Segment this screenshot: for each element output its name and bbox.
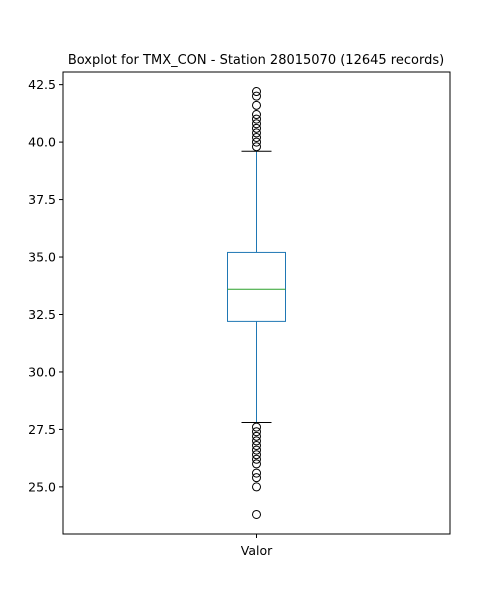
outlier-point <box>252 128 261 138</box>
y-tick-label: 32.5 <box>28 307 56 322</box>
outlier-point <box>252 87 261 97</box>
outlier-point <box>252 427 261 437</box>
y-axis: 25.0 27.5 30.0 32.5 35.0 37.5 40.0 42.5 <box>28 77 63 494</box>
chart-title: Boxplot for TMX_CON - Station 28015070 (… <box>68 53 444 68</box>
x-tick-label: Valor <box>241 543 273 558</box>
outlier-point <box>252 137 261 147</box>
outlier-point <box>252 114 261 124</box>
y-tick-label: 30.0 <box>28 364 56 379</box>
y-tick-label: 27.5 <box>28 422 56 437</box>
outlier-point <box>252 100 261 110</box>
outlier-point <box>252 445 261 455</box>
outlier-point <box>252 422 261 432</box>
outlier-point <box>252 436 261 446</box>
y-tick-label: 35.0 <box>28 250 56 265</box>
outlier-point <box>252 123 261 133</box>
outlier-point <box>252 450 261 460</box>
outlier-point <box>252 454 261 464</box>
outlier-point <box>252 119 261 129</box>
outlier-point <box>252 110 261 120</box>
box-series <box>227 150 286 424</box>
y-tick-label: 40.0 <box>28 135 56 150</box>
x-axis: Valor <box>241 534 273 558</box>
outlier-point <box>252 482 261 492</box>
iqr-box <box>227 251 286 322</box>
outlier-point <box>252 473 261 483</box>
outlier-point <box>252 459 261 469</box>
outlier-point <box>252 509 261 519</box>
outlier-point <box>252 91 261 101</box>
y-tick-label: 37.5 <box>28 192 56 207</box>
outlier-point <box>252 142 261 152</box>
outlier-point <box>252 441 261 451</box>
outlier-point <box>252 468 261 478</box>
outlier-series <box>252 87 261 519</box>
outlier-point <box>252 431 261 441</box>
y-tick-label: 25.0 <box>28 479 56 494</box>
outlier-point <box>252 133 261 143</box>
y-tick-label: 42.5 <box>28 77 56 92</box>
